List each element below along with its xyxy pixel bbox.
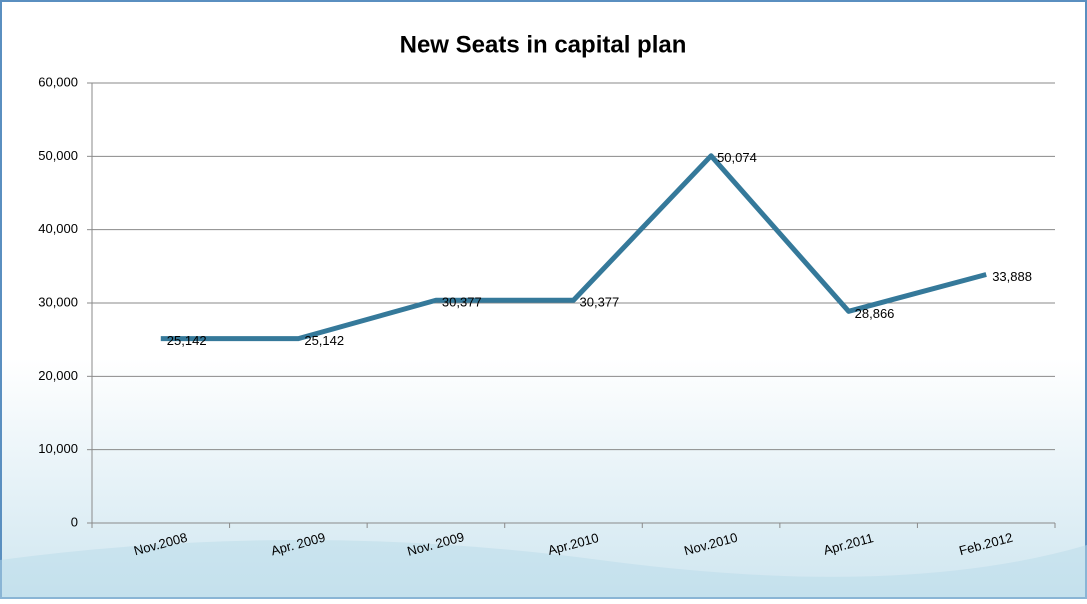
y-tick-label: 40,000 [38,221,78,236]
data-label: 30,377 [580,295,620,310]
data-label: 33,888 [992,269,1032,284]
y-tick-label: 60,000 [38,74,78,89]
data-label: 28,866 [855,306,895,321]
data-label: 30,377 [442,295,482,310]
data-label: 25,142 [304,333,344,348]
y-tick-label: 30,000 [38,294,78,309]
y-tick-label: 50,000 [38,148,78,163]
y-tick-label: 10,000 [38,441,78,456]
data-label: 50,074 [717,150,757,165]
y-tick-label: 0 [71,514,78,529]
y-tick-label: 20,000 [38,368,78,383]
decoration [0,540,1087,599]
line [160,153,987,342]
chart-title: New Seats in capital plan [400,31,687,58]
data-label: 25,142 [167,333,207,348]
